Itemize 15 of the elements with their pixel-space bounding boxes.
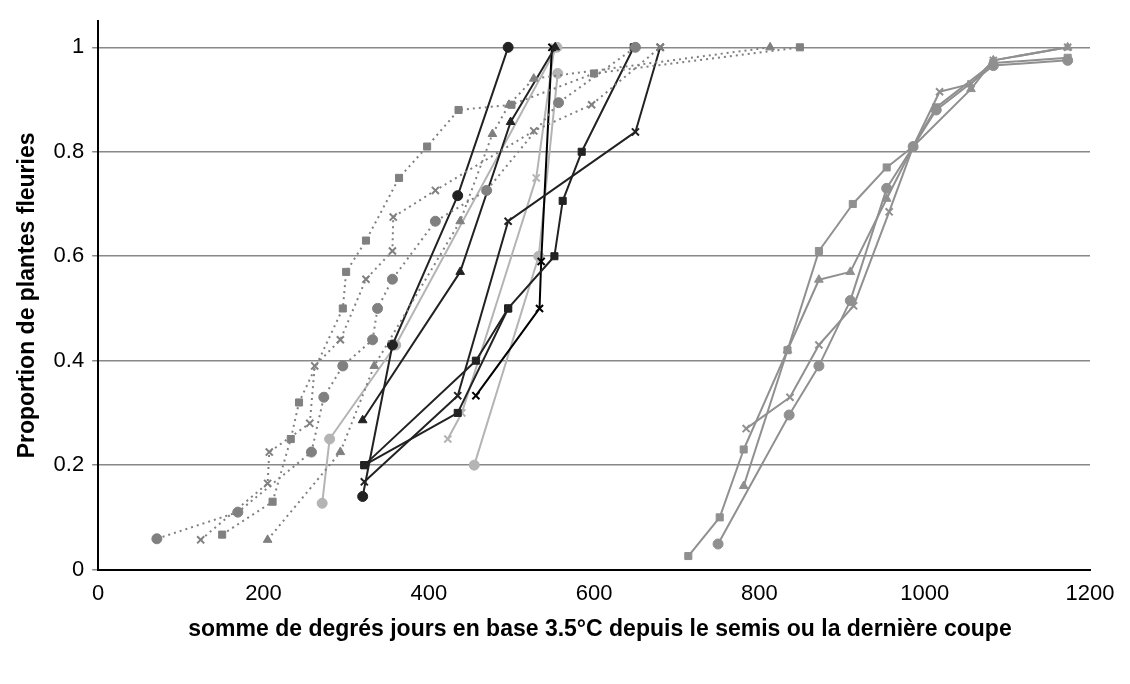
x-tick-label: 200 <box>245 579 282 605</box>
x-tick-label: 1200 <box>1065 579 1115 605</box>
y-tick-label: 0.6 <box>53 242 85 268</box>
y-axis-title: Proportion de plantes fleuries <box>13 132 40 459</box>
x-tick-label: 0 <box>92 579 105 605</box>
x-tick-label: 600 <box>575 579 613 605</box>
x-tick-label: 400 <box>410 579 448 605</box>
y-tick-label: 0.2 <box>53 451 85 477</box>
y-tick-label: 0 <box>71 555 85 581</box>
x-axis-title: somme de degrés jours en base 3.5°C depuis le semis ou la dernière coupe <box>187 614 1013 643</box>
x-tick-label: 800 <box>741 579 778 605</box>
y-tick-label: 0.8 <box>53 137 85 163</box>
y-tick-label: 1 <box>71 33 85 59</box>
y-tick-label: 0.4 <box>53 346 85 372</box>
x-tick-label: 1000 <box>900 579 950 605</box>
